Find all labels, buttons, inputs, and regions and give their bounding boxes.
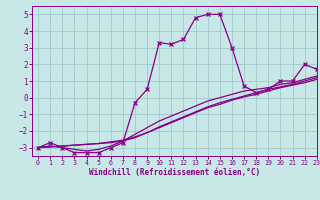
X-axis label: Windchill (Refroidissement éolien,°C): Windchill (Refroidissement éolien,°C) (89, 168, 260, 177)
